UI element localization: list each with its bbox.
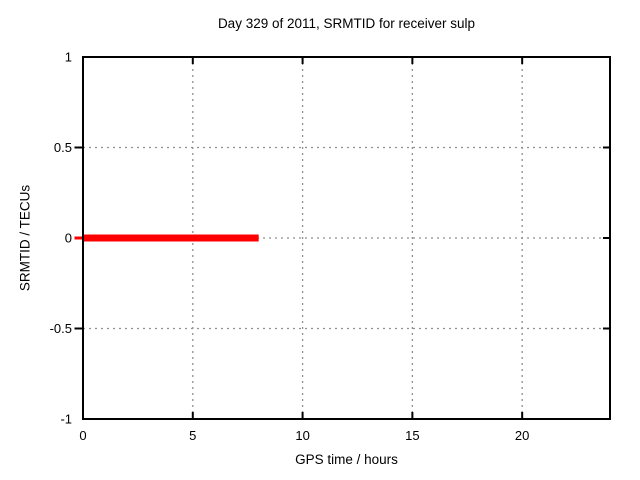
y-tick-label: 0.5 (54, 140, 72, 155)
x-axis-label: GPS time / hours (295, 452, 398, 467)
x-tick-label: 20 (515, 428, 529, 443)
y-tick-label: 1 (65, 50, 72, 65)
y-tick-label: 0 (65, 231, 72, 246)
chart-title: Day 329 of 2011, SRMTID for receiver sul… (217, 16, 476, 31)
x-tick-label: 0 (79, 428, 86, 443)
x-tick-label: 15 (405, 428, 419, 443)
y-tick-label: -1 (60, 412, 72, 427)
y-tick-label: -0.5 (50, 321, 72, 336)
x-tick-label: 5 (189, 428, 196, 443)
plot-border (82, 56, 611, 420)
x-tick-label: 10 (295, 428, 309, 443)
